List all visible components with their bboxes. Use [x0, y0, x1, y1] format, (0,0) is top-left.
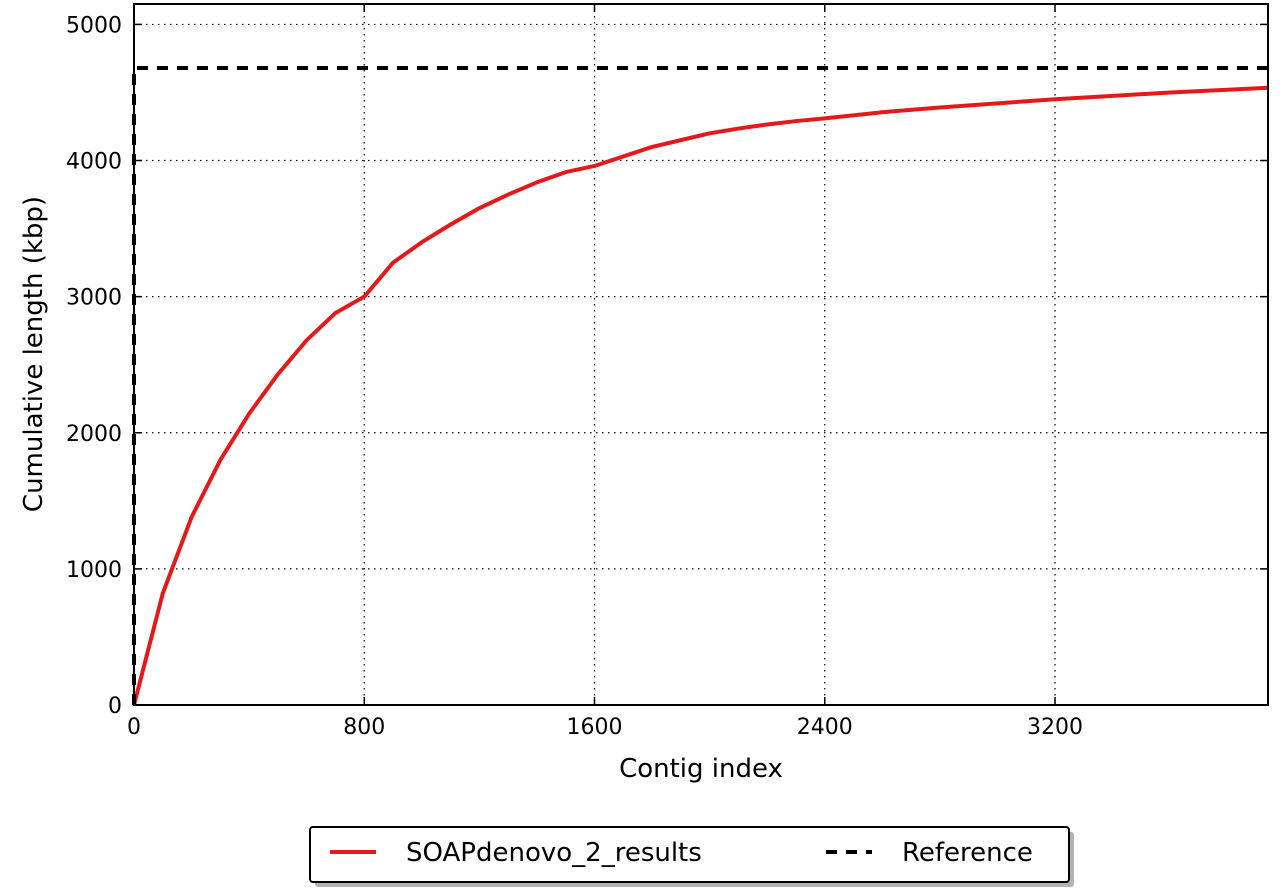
series-lines [132, 65, 1269, 706]
x-axis-label: Contig index [619, 754, 783, 784]
x-tick-label: 0 [127, 715, 141, 740]
series-line-soapdenovo [132, 85, 1269, 706]
y-tick-label: 2000 [66, 422, 122, 447]
y-tick-label: 4000 [66, 150, 122, 175]
x-tick-label: 1600 [567, 715, 623, 740]
legend-box [309, 826, 1070, 883]
x-tick-label: 2400 [797, 715, 853, 740]
legend-label-reference: Reference [902, 838, 1033, 868]
axis-ticks: 0 800 1600 2400 3200 0 1000 2000 3000 4000 5000 [66, 4, 1268, 740]
y-tick-label: 0 [108, 694, 122, 719]
plot-background [134, 4, 1268, 705]
plot-frame [133, 3, 1269, 706]
x-tick-label: 3200 [1027, 715, 1083, 740]
y-tick-label: 5000 [66, 13, 122, 38]
legend: SOAPdenovo_2_results Reference [309, 826, 1074, 887]
y-tick-label: 1000 [66, 558, 122, 583]
y-axis-label: Cumulative length (kbp) [19, 196, 49, 512]
y-tick-label: 3000 [66, 286, 122, 311]
legend-label-soapdenovo: SOAPdenovo_2_results [406, 838, 702, 868]
x-tick-label: 800 [343, 715, 385, 740]
